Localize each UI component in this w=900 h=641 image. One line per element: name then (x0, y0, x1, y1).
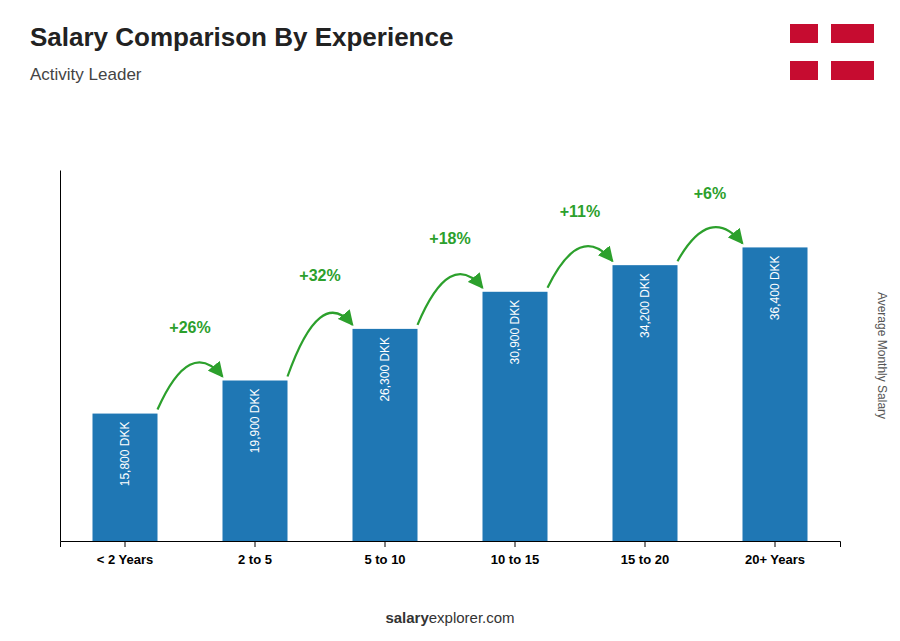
footer-part: salary (385, 609, 429, 626)
x-tick: < 2 Years (97, 541, 154, 567)
title: Salary Comparison By Experience (30, 22, 453, 52)
footer-part: explorer.com (429, 609, 515, 626)
x-tick: 15 to 20 (621, 541, 669, 567)
flag-field (790, 24, 874, 80)
growth-arrow (288, 313, 353, 377)
y-axis-line (60, 171, 61, 542)
growth-annotations: +26% +32% +18% +11% +6% (158, 185, 743, 409)
x-tick-mark (645, 541, 646, 547)
growth-label: +18% (429, 230, 470, 247)
data-label: 26,300 DKK (378, 337, 392, 402)
x-tick: 10 to 15 (491, 541, 539, 567)
x-tick-mark (515, 541, 516, 547)
data-label: 30,900 DKK (508, 300, 522, 365)
x-tick-label: 15 to 20 (621, 552, 669, 567)
x-axis-line (61, 542, 841, 548)
x-tick: 2 to 5 (238, 541, 272, 567)
data-label: 19,900 DKK (248, 389, 262, 454)
bar (93, 414, 158, 541)
x-tick: 5 to 10 (364, 541, 405, 567)
growth-arrow (418, 274, 483, 325)
x-tick-label: 10 to 15 (491, 552, 539, 567)
bar (743, 247, 808, 541)
growth-label: +26% (169, 319, 210, 336)
chart: Salary Comparison By Experience Activity … (0, 0, 900, 641)
data-label: 15,800 DKK (118, 422, 132, 487)
subtitle: Activity Leader (30, 65, 142, 84)
bar (613, 265, 678, 541)
growth-label: +11% (560, 203, 600, 220)
data-label: 36,400 DKK (768, 255, 782, 320)
x-tick-label: 2 to 5 (238, 552, 272, 567)
flag (790, 24, 874, 80)
x-axis: < 2 Years 2 to 5 5 to 10 10 to 15 15 to 20 20… (61, 541, 841, 567)
growth-arrow (548, 246, 613, 288)
data-label: 34,200 DKK (638, 273, 652, 338)
flag-cross-horizontal (790, 43, 874, 61)
x-tick-mark (125, 541, 126, 547)
growth-arrow (158, 362, 223, 409)
y-axis (60, 171, 61, 542)
x-tick-mark (385, 541, 386, 547)
x-tick-label: 20+ Years (745, 552, 805, 567)
bar (353, 329, 418, 541)
chart-container: Salary Comparison By Experience Activity … (0, 0, 900, 641)
x-tick-mark (255, 541, 256, 547)
growth-arrow (678, 227, 743, 261)
x-tick-mark (775, 541, 776, 547)
footer: salaryexplorer.com (385, 609, 514, 626)
x-tick-label: < 2 Years (97, 552, 154, 567)
x-tick: 20+ Years (745, 541, 805, 567)
bar (483, 292, 548, 541)
growth-label: +6% (694, 185, 726, 202)
bars (93, 247, 808, 541)
data-labels: 15,800 DKK 19,900 DKK 26,300 DKK 30,900 DKK… (118, 255, 782, 486)
growth-label: +32% (299, 267, 340, 284)
x-tick-label: 5 to 10 (364, 552, 405, 567)
y-axis-title: Average Monthly Salary (875, 292, 889, 419)
bar (223, 381, 288, 541)
